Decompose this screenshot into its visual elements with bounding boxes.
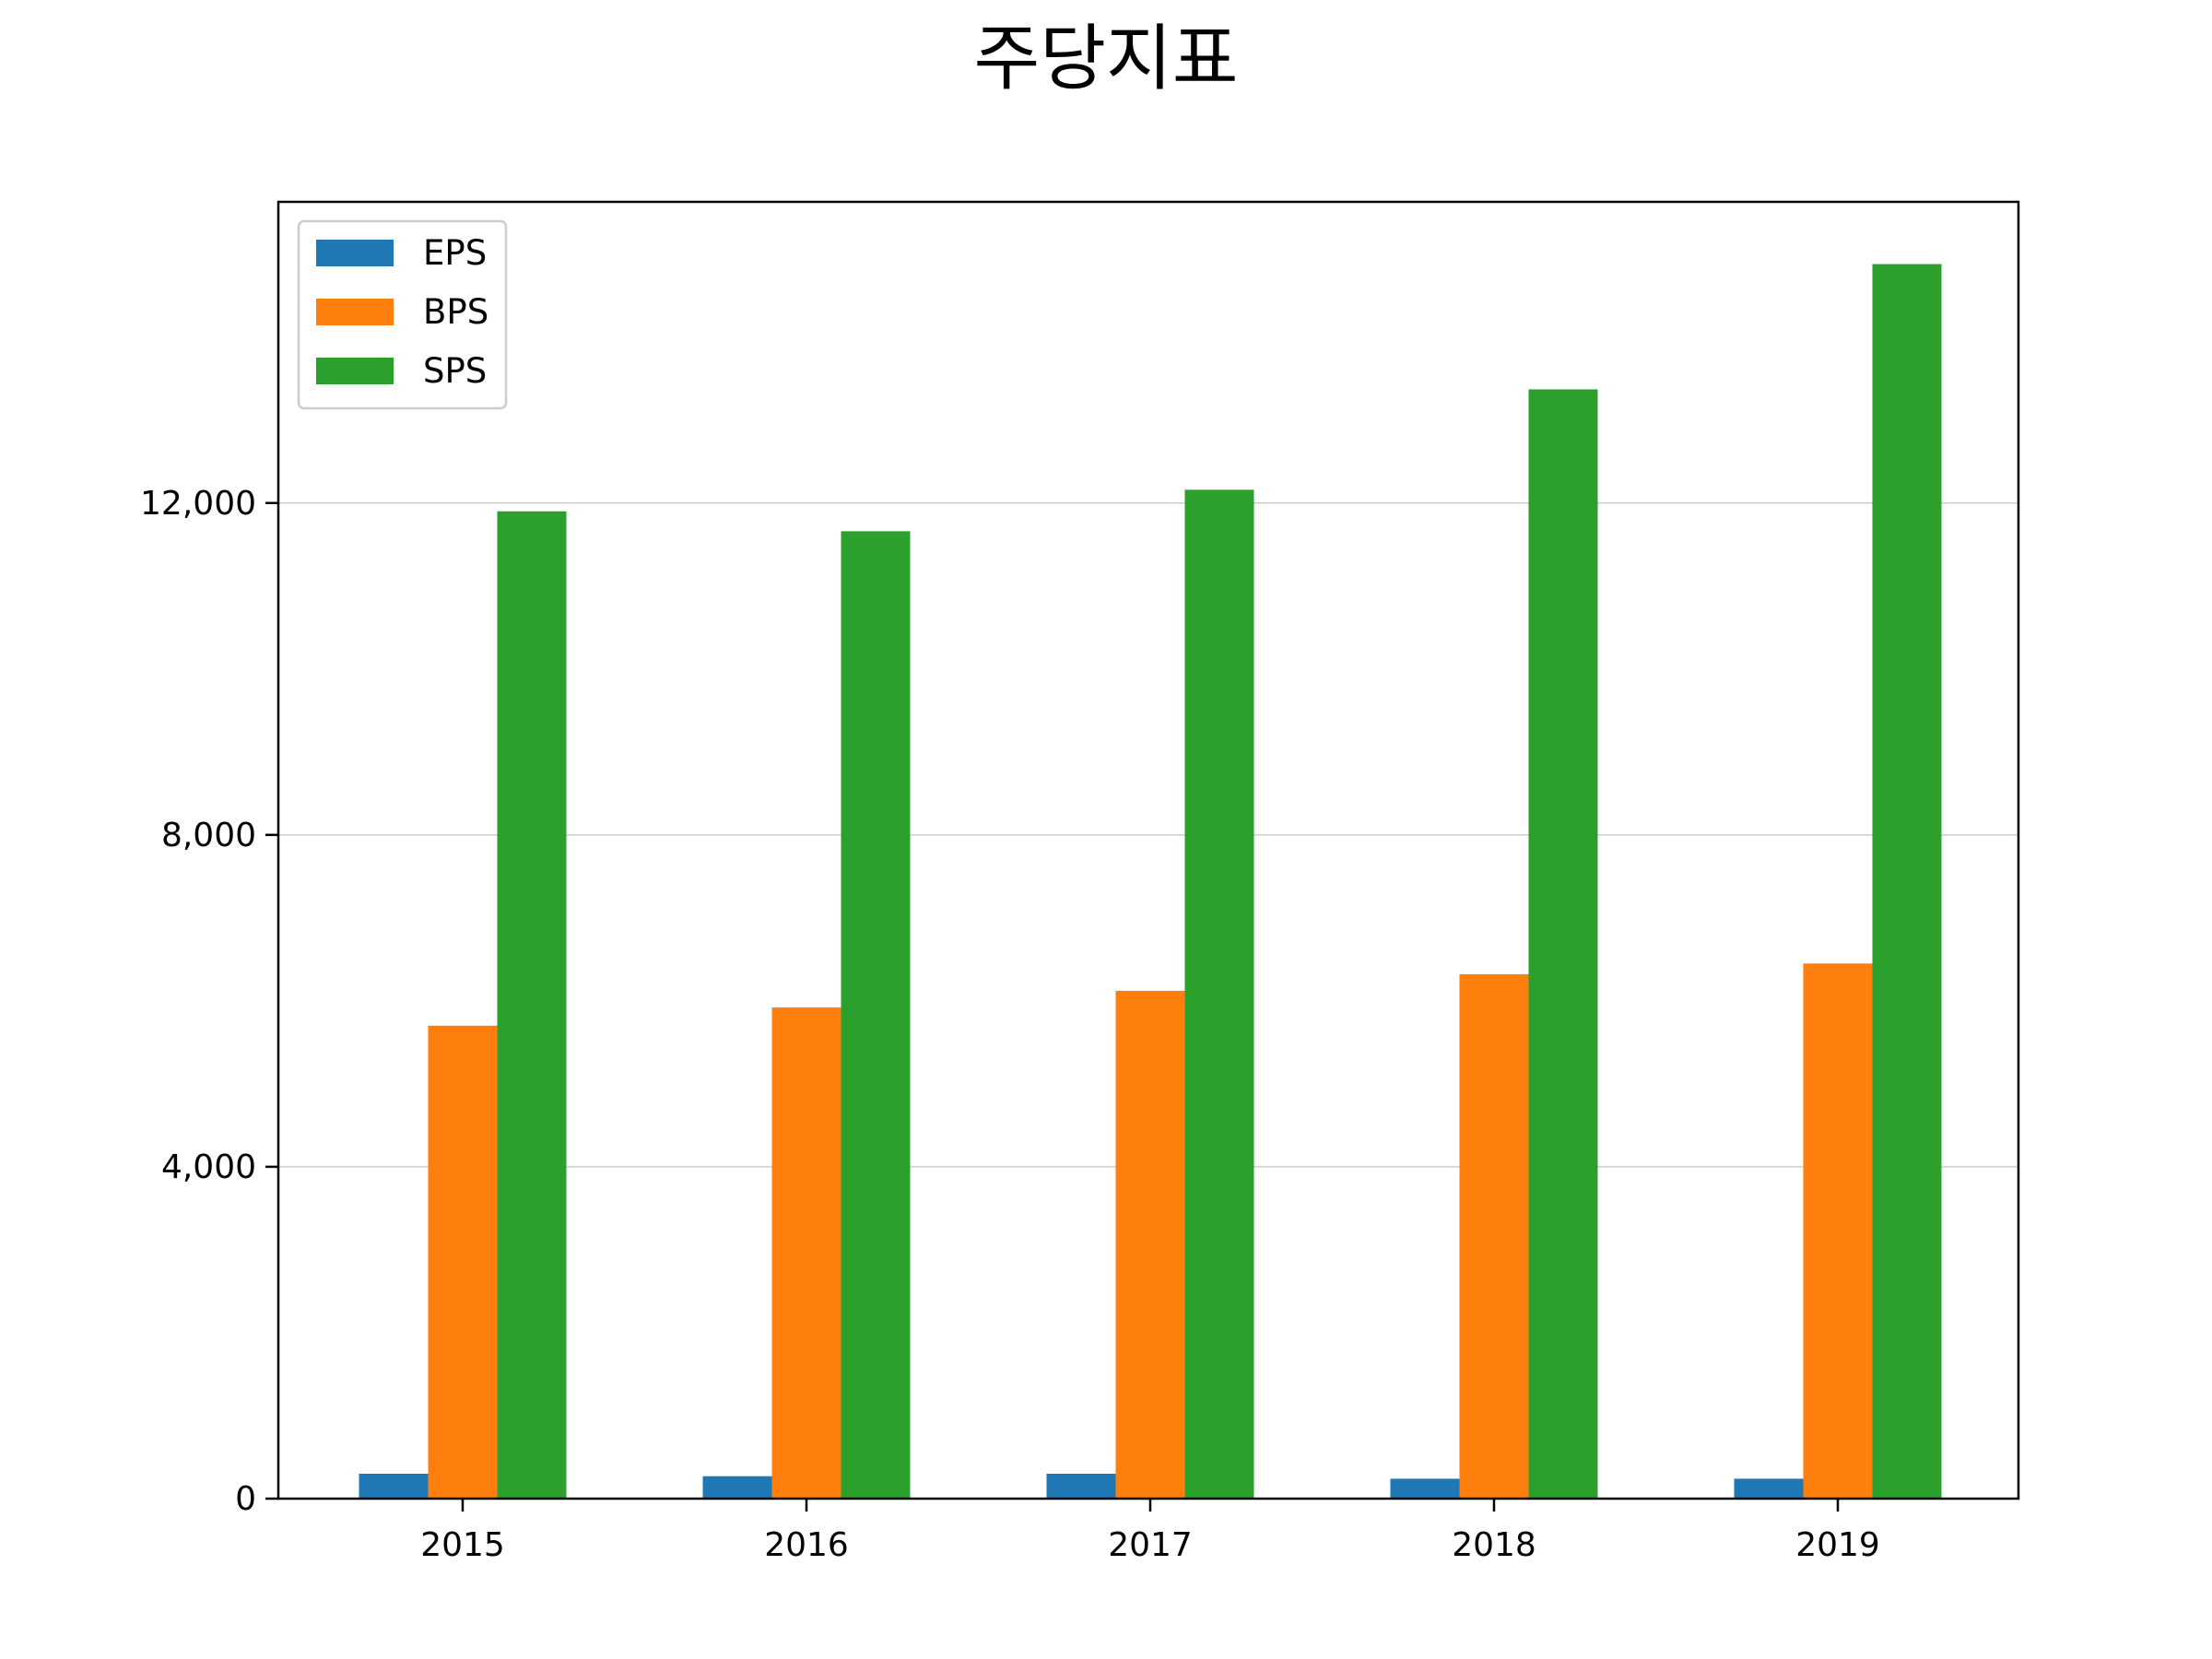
- bar-bps-2019: [1803, 963, 1873, 1499]
- x-tick-label: 2017: [1108, 1526, 1193, 1564]
- y-axis: 0 4,000 8,000 12,000: [140, 485, 278, 1518]
- y-tick-label: 12,000: [140, 485, 256, 523]
- bars: [359, 264, 1942, 1500]
- x-tick-label: 2018: [1452, 1526, 1536, 1564]
- bar-eps-2017: [1046, 1473, 1116, 1499]
- legend-swatch-eps: [316, 240, 394, 266]
- y-tick-label: 8,000: [161, 817, 256, 854]
- bar-bps-2018: [1459, 974, 1529, 1499]
- x-tick-label: 2015: [420, 1526, 505, 1564]
- bar-eps-2018: [1390, 1478, 1460, 1499]
- x-axis: 2015 2016 2017 2018 2019: [420, 1499, 1880, 1564]
- bar-eps-2015: [359, 1473, 429, 1499]
- legend-label-sps: SPS: [423, 351, 487, 391]
- legend-label-bps: BPS: [423, 292, 488, 332]
- bar-sps-2018: [1528, 389, 1598, 1500]
- legend-label-eps: EPS: [423, 233, 487, 273]
- legend-swatch-bps: [316, 299, 394, 325]
- bar-sps-2019: [1872, 264, 1942, 1499]
- chart-title: 주당지표: [973, 18, 1238, 100]
- legend: EPS BPS SPS: [297, 219, 508, 410]
- bar-eps-2016: [702, 1476, 772, 1499]
- bar-sps-2016: [841, 531, 911, 1499]
- bar-bps-2016: [771, 1007, 841, 1499]
- y-tick-label: 0: [235, 1480, 256, 1518]
- legend-swatch-sps: [316, 358, 394, 384]
- x-tick-label: 2016: [764, 1526, 849, 1564]
- x-tick-label: 2019: [1795, 1526, 1880, 1564]
- bar-bps-2015: [428, 1025, 498, 1499]
- bar-bps-2017: [1115, 991, 1185, 1499]
- bar-sps-2015: [497, 511, 567, 1499]
- plot-frame: [276, 200, 2020, 1500]
- bar-eps-2019: [1734, 1478, 1804, 1499]
- y-tick-label: 4,000: [161, 1148, 256, 1186]
- bar-sps-2017: [1184, 489, 1254, 1499]
